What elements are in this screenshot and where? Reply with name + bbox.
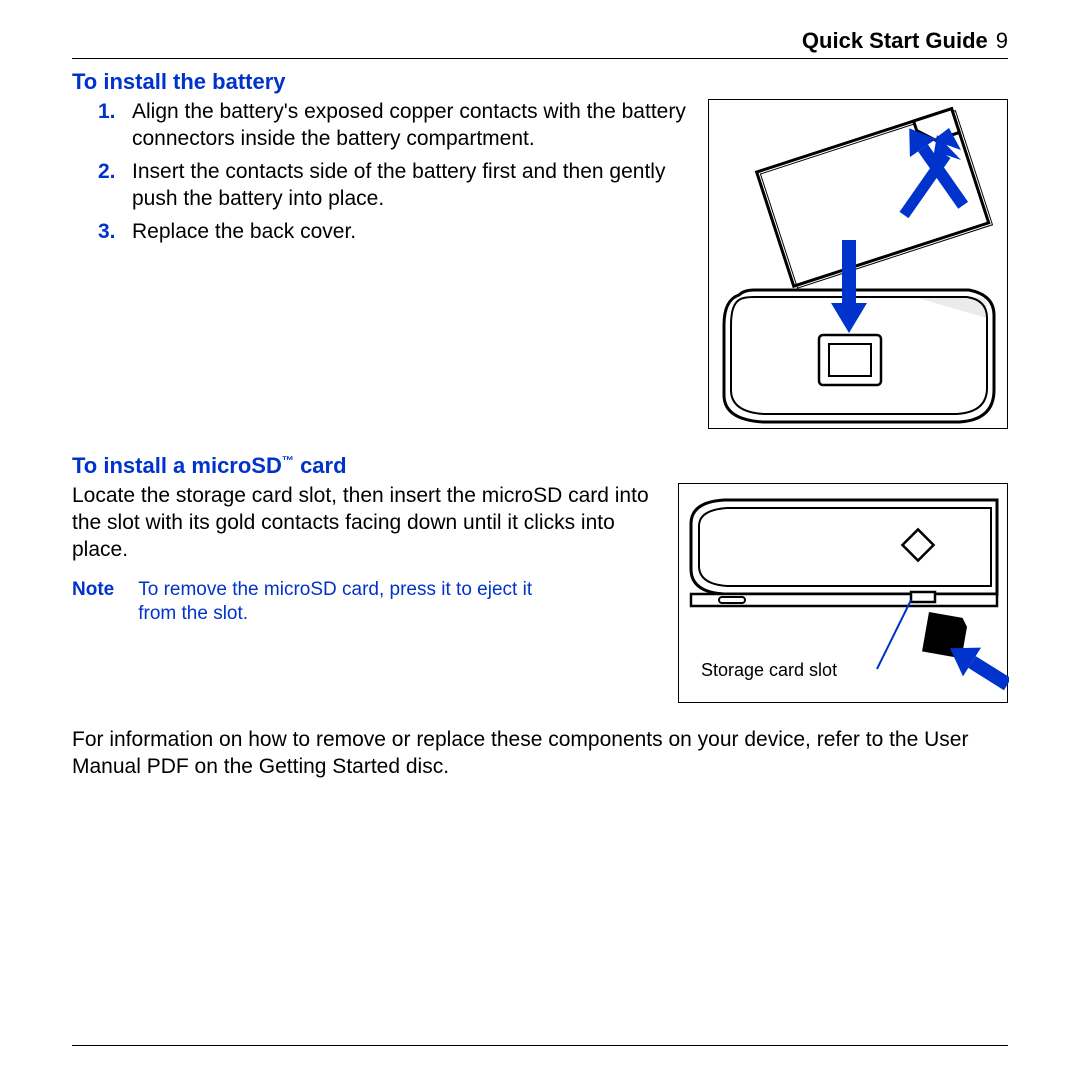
section-install-microsd: To install a microSD™ card Locate the st… bbox=[72, 453, 1008, 703]
heading-prefix: To install a microSD bbox=[72, 453, 282, 478]
footer-paragraph: For information on how to remove or repl… bbox=[72, 727, 1008, 781]
note-label: Note bbox=[72, 578, 114, 627]
battery-diagram-icon bbox=[709, 100, 1009, 430]
heading-suffix: card bbox=[294, 453, 347, 478]
page-header: Quick Start Guide 9 bbox=[72, 28, 1008, 59]
header-title: Quick Start Guide bbox=[802, 28, 988, 54]
note-text: To remove the microSD card, press it to … bbox=[138, 578, 558, 627]
figure-caption: Storage card slot bbox=[701, 660, 837, 680]
battery-steps-list: 1. Align the battery's exposed copper co… bbox=[72, 99, 688, 245]
step-text: Insert the contacts side of the battery … bbox=[132, 160, 665, 210]
trademark-symbol: ™ bbox=[282, 454, 294, 468]
battery-step-2: 2. Insert the contacts side of the batte… bbox=[132, 159, 688, 213]
header-page-number: 9 bbox=[996, 28, 1008, 54]
footer-rule bbox=[72, 1045, 1008, 1046]
step-text: Replace the back cover. bbox=[132, 220, 356, 243]
battery-step-3: 3. Replace the back cover. bbox=[132, 219, 688, 246]
figure-microsd-install: Storage card slot bbox=[678, 483, 1008, 703]
battery-step-1: 1. Align the battery's exposed copper co… bbox=[132, 99, 688, 153]
step-number: 3. bbox=[98, 219, 116, 246]
figure-battery-install bbox=[708, 99, 1008, 429]
section-install-battery: To install the battery 1. Align the batt… bbox=[72, 69, 1008, 429]
step-number: 2. bbox=[98, 159, 116, 186]
step-text: Align the battery's exposed copper conta… bbox=[132, 100, 686, 150]
step-number: 1. bbox=[98, 99, 116, 126]
section-heading-microsd: To install a microSD™ card bbox=[72, 453, 1008, 479]
section-heading-battery: To install the battery bbox=[72, 69, 1008, 95]
microsd-diagram-icon: Storage card slot bbox=[679, 484, 1009, 704]
note-block: Note To remove the microSD card, press i… bbox=[72, 578, 658, 627]
microsd-body-text: Locate the storage card slot, then inser… bbox=[72, 483, 658, 564]
